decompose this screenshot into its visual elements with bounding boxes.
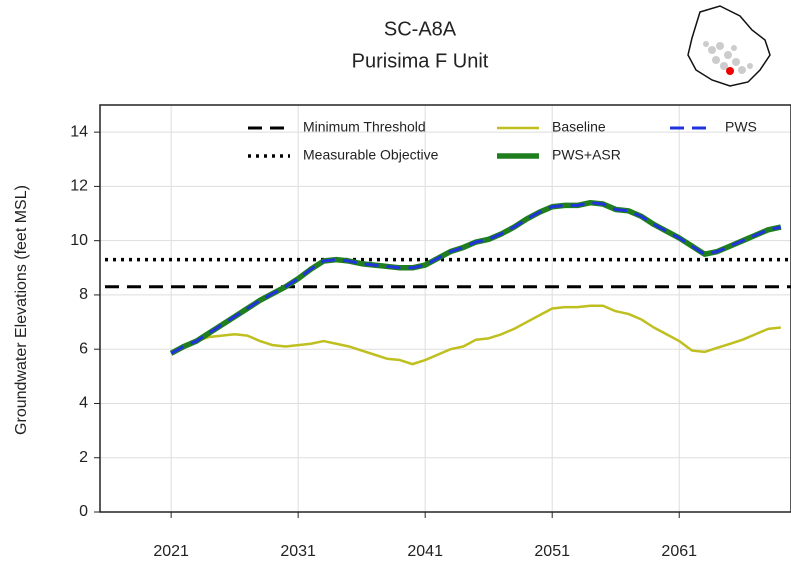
series-line bbox=[169, 199, 782, 356]
y-axis-label: Groundwater Elevations (feet MSL) bbox=[13, 185, 30, 435]
x-tick-label: 2031 bbox=[280, 543, 316, 560]
map-wells bbox=[703, 41, 753, 74]
legend-label: Baseline bbox=[552, 119, 606, 135]
locator-map bbox=[687, 5, 771, 87]
y-tick-label: 14 bbox=[70, 123, 88, 140]
chart-title: SC-A8A bbox=[384, 18, 457, 40]
plot-frame bbox=[99, 104, 791, 513]
series-line bbox=[170, 201, 782, 355]
x-tick-label: 2061 bbox=[661, 543, 697, 560]
y-tick-label: 8 bbox=[79, 286, 88, 303]
x-tick-label: 2041 bbox=[407, 543, 443, 560]
y-tick-label: 6 bbox=[79, 340, 88, 357]
legend-label: PWS+ASR bbox=[552, 147, 621, 163]
y-tick-label: 2 bbox=[79, 449, 88, 466]
legend: Minimum Threshold Measurable Objective Bas… bbox=[248, 119, 757, 163]
y-tick-label: 12 bbox=[70, 178, 88, 195]
legend-label: PWS bbox=[725, 119, 757, 135]
legend-label: Minimum Threshold bbox=[303, 119, 426, 135]
y-tick-label: 10 bbox=[70, 232, 88, 249]
chart-subtitle: Purisima F Unit bbox=[352, 50, 489, 72]
x-tick-label: 2051 bbox=[534, 543, 570, 560]
y-tick-label: 0 bbox=[79, 503, 88, 520]
y-tick-label: 4 bbox=[79, 395, 88, 412]
series-line bbox=[170, 304, 781, 366]
x-tick-label: 2021 bbox=[153, 543, 189, 560]
legend-label: Measurable Objective bbox=[303, 147, 439, 163]
map-selected-well bbox=[726, 67, 734, 75]
